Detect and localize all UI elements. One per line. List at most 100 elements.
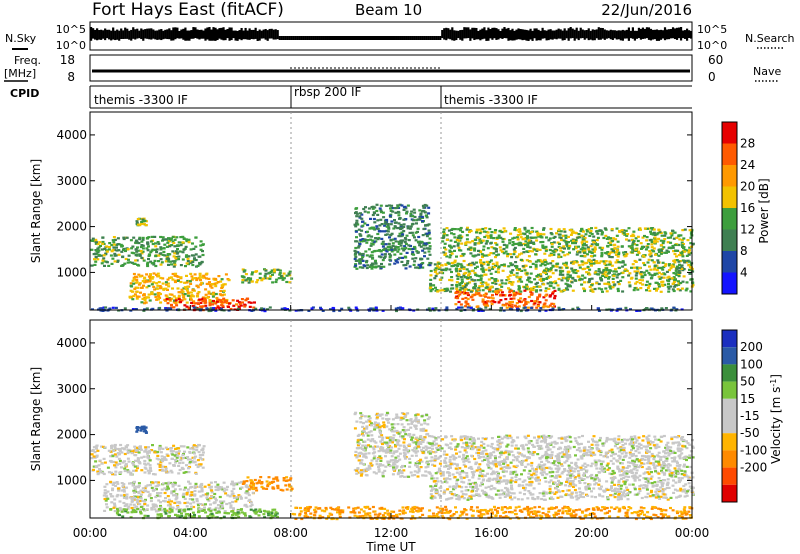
- scatter-cell: [136, 467, 139, 470]
- scatter-cell: [561, 234, 565, 237]
- scatter-cell: [364, 452, 368, 455]
- scatter-cell: [146, 261, 150, 264]
- scatter-cell: [686, 239, 690, 242]
- scatter-cell: [646, 286, 650, 290]
- scatter-cell: [138, 503, 142, 506]
- scatter-cell: [565, 243, 569, 246]
- scatter-cell: [519, 297, 523, 300]
- scatter-cell: [512, 290, 515, 293]
- scatter-cell: [178, 291, 182, 294]
- scatter-cell: [559, 249, 563, 252]
- scatter-cell: [479, 281, 483, 285]
- scatter-cell: [544, 245, 548, 248]
- scatter-cell: [562, 228, 566, 231]
- scatter-cell: [529, 241, 533, 244]
- scatter-cell: [166, 500, 170, 504]
- scatter-cell: [484, 304, 488, 307]
- nave-label: Nave: [753, 65, 781, 78]
- scatter-cell: [597, 282, 601, 286]
- scatter-cell: [481, 270, 485, 273]
- scatter-cell: [526, 279, 530, 282]
- scatter-cell: [457, 246, 461, 249]
- noise-sample: [447, 28, 450, 39]
- scatter-cell: [174, 459, 178, 462]
- noise-sample: [208, 27, 211, 41]
- scatter-cell: [457, 239, 461, 242]
- scatter-cell: [134, 308, 138, 311]
- scatter-cell: [489, 234, 493, 237]
- scatter-cell: [564, 287, 568, 290]
- cpid-segment-3: themis -3300 IF: [444, 93, 538, 107]
- scatter-cell: [459, 309, 463, 312]
- scatter-cell: [270, 512, 274, 515]
- scatter-cell: [376, 422, 380, 425]
- scatter-cell: [362, 240, 365, 243]
- scatter-cell: [208, 281, 211, 284]
- scatter-cell: [483, 293, 486, 297]
- scatter-cell: [361, 462, 365, 466]
- scatter-cell: [125, 496, 129, 499]
- scatter-cell: [111, 306, 115, 309]
- scatter-cell: [133, 287, 137, 290]
- scatter-cell: [161, 282, 165, 285]
- scatter-cell: [507, 278, 511, 281]
- noise-sample: [126, 28, 129, 39]
- scatter-cell: [132, 464, 136, 467]
- scatter-cell: [157, 281, 161, 284]
- noise-sample: [266, 30, 269, 41]
- scatter-cell: [273, 513, 277, 516]
- scatter-cell: [681, 255, 685, 258]
- scatter-cell: [179, 264, 183, 267]
- scatter-cell: [197, 276, 201, 280]
- scatter-cell: [495, 250, 498, 253]
- scatter-cell: [172, 255, 176, 258]
- scatter-cell: [273, 270, 276, 273]
- scatter-cell: [388, 204, 391, 207]
- scatter-cell: [380, 434, 384, 437]
- scatter-cell: [172, 265, 176, 268]
- scatter-cell: [354, 225, 358, 228]
- noise-sample: [360, 36, 364, 40]
- scatter-cell: [235, 303, 238, 306]
- noise-sample: [258, 29, 261, 41]
- scatter-cell: [645, 280, 649, 283]
- scatter-cell: [441, 240, 445, 243]
- scatter-cell: [133, 506, 137, 509]
- scatter-cell: [465, 276, 468, 279]
- noise-sample: [607, 30, 610, 39]
- scatter-cell: [605, 290, 609, 293]
- scatter-cell: [661, 242, 665, 245]
- noise-sample: [368, 36, 372, 40]
- scatter-cell: [568, 274, 572, 277]
- scatter-cell: [546, 282, 550, 285]
- scatter-cell: [573, 279, 577, 282]
- scatter-cell: [184, 456, 188, 459]
- scatter-cell: [383, 255, 387, 258]
- scatter-cell: [359, 474, 363, 477]
- scatter-cell: [522, 304, 526, 307]
- scatter-cell: [101, 471, 105, 474]
- scatter-cell: [249, 505, 253, 508]
- scatter-cell: [445, 227, 449, 230]
- scatter-cell: [358, 233, 362, 236]
- scatter-cell: [451, 227, 455, 231]
- scatter-cell: [178, 516, 182, 519]
- scatter-cell: [355, 236, 358, 239]
- y-tick-label: 4000: [56, 128, 87, 142]
- scatter-cell: [247, 488, 251, 491]
- noise-sample: [270, 28, 273, 39]
- scatter-cell: [415, 219, 419, 222]
- scatter-cell: [414, 266, 418, 269]
- scatter-cell: [523, 228, 527, 231]
- scatter-cell: [277, 277, 281, 280]
- scatter-cell: [597, 270, 601, 273]
- noise-sample: [475, 27, 478, 40]
- scatter-cell: [205, 272, 209, 275]
- scatter-cell: [155, 282, 159, 285]
- scatter-cell: [443, 242, 447, 245]
- scatter-cell: [123, 262, 127, 265]
- scatter-cell: [224, 273, 228, 276]
- scatter-cell: [410, 454, 414, 457]
- scatter-cell: [214, 488, 218, 491]
- scatter-cell: [484, 281, 488, 284]
